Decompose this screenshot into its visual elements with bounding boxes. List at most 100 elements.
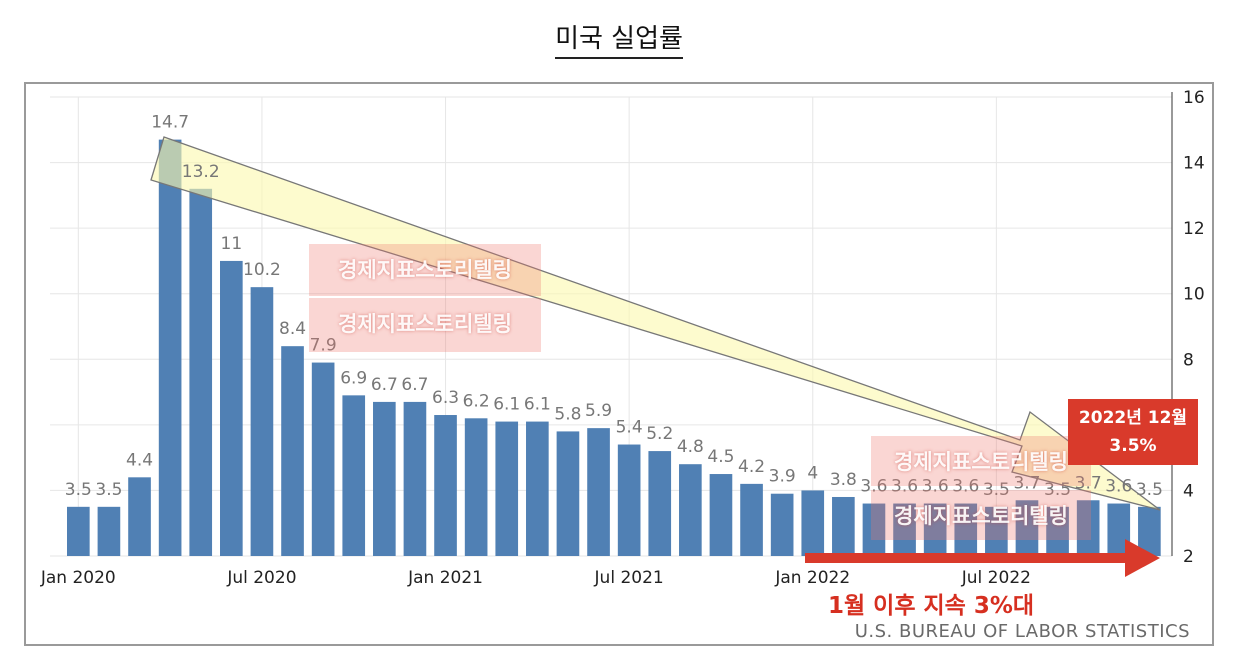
y-tick-label: 12	[1183, 219, 1205, 239]
bar	[648, 451, 672, 556]
bar-value-label: 3.6	[1105, 477, 1132, 497]
bar-value-label: 4.2	[738, 457, 765, 477]
bar-value-label: 11	[221, 234, 243, 254]
bar-value-label: 10.2	[243, 260, 281, 280]
bar-value-label: 3.6	[860, 477, 887, 497]
bar	[893, 503, 916, 556]
bar-value-label: 14.7	[151, 113, 189, 133]
x-axis: Jan 2020 Jul 2020 Jan 2021 Jul 2021 Jan 2022…	[40, 568, 1031, 588]
bar	[923, 503, 947, 556]
bar	[189, 188, 213, 557]
bar-value-label: 5.9	[585, 401, 612, 421]
y-tick-label: 16	[1183, 88, 1205, 108]
chart-title: 미국 실업률	[555, 24, 683, 59]
x-tick-label: Jul 2021	[594, 568, 664, 588]
bar	[985, 506, 1008, 556]
bar-value-label: 3.5	[983, 480, 1010, 500]
callout-date: 2022년 12월	[1078, 408, 1188, 428]
bar-value-label: 6.1	[524, 395, 551, 415]
bar	[158, 139, 182, 556]
bar-value-label: 7.9	[310, 336, 337, 356]
bar	[1015, 500, 1039, 556]
y-tick-label: 8	[1183, 350, 1194, 370]
watermark-3: 경제지표스토리텔링	[871, 436, 1091, 486]
bar	[770, 493, 794, 556]
bar-value-label: 4.4	[126, 450, 153, 470]
bar-value-label: 3.7	[1013, 473, 1040, 493]
bar-value-label: 3.6	[952, 477, 979, 497]
watermark-2: 경제지표스토리텔링	[309, 298, 541, 352]
flat-trend-arrow-head	[1125, 539, 1160, 577]
bar	[1046, 506, 1069, 556]
bar	[1076, 500, 1100, 556]
bar	[1107, 503, 1131, 556]
watermark-1: 경제지표스토리텔링	[309, 244, 541, 296]
watermark-4: 경제지표스토리텔링	[871, 490, 1091, 540]
bar	[709, 474, 733, 556]
bar	[526, 421, 549, 556]
chart-frame	[24, 82, 1214, 646]
bar-value-label: 6.2	[463, 391, 490, 411]
bar-value-label: 6.7	[401, 375, 428, 395]
bar-value-label: 3.9	[769, 467, 796, 487]
bar-value-label: 4.8	[677, 437, 704, 457]
bar	[250, 287, 274, 556]
bar-value-label: 5.4	[616, 418, 643, 438]
chart-title-wrap: 미국 실업률	[0, 18, 1238, 59]
bar	[679, 464, 702, 556]
bar	[801, 490, 825, 556]
bar-series	[67, 139, 1161, 557]
december-callout: 2022년 12월 3.5%	[1068, 399, 1198, 465]
bar	[342, 395, 366, 556]
bar	[556, 431, 580, 556]
bar-value-label: 3.5	[95, 480, 122, 500]
bar	[464, 418, 488, 556]
bar-value-label: 3.6	[891, 477, 918, 497]
bar	[97, 506, 121, 556]
bar	[434, 415, 457, 556]
source-label: U.S. BUREAU OF LABOR STATISTICS	[855, 621, 1190, 642]
bar-value-label: 6.7	[371, 375, 398, 395]
bar-value-label: 4	[807, 463, 818, 483]
bar-value-label: 4.5	[707, 447, 734, 467]
bar-value-label: 3.6	[922, 477, 949, 497]
bar	[617, 444, 641, 556]
y-tick-label: 10	[1183, 285, 1205, 305]
bar-value-label: 6.9	[340, 368, 367, 388]
bar-value-label: 8.4	[279, 319, 306, 339]
bar-value-label: 6.1	[493, 395, 520, 415]
y-axis: 246810121416	[1171, 88, 1205, 567]
bar-value-label: 3.5	[1044, 480, 1071, 500]
bar-value-label: 3.5	[1136, 480, 1163, 500]
bar-value-label: 3.8	[830, 470, 857, 490]
x-tick-label: Jul 2022	[961, 568, 1031, 588]
x-tick-label: Jul 2020	[226, 568, 296, 588]
x-tick-label: Jan 2020	[40, 568, 116, 588]
flat-trend-arrow-shaft	[805, 553, 1135, 563]
bar	[373, 401, 396, 556]
bar-value-label: 13.2	[182, 162, 220, 182]
downtrend-arrow	[150, 136, 1161, 511]
bar	[832, 496, 855, 556]
bar	[740, 483, 763, 556]
bar	[220, 260, 243, 556]
y-tick-label: 14	[1183, 154, 1205, 174]
bar	[128, 477, 151, 556]
bar	[67, 506, 90, 556]
trend-arrows	[150, 136, 1161, 577]
bar-value-label: 6.3	[432, 388, 459, 408]
bar	[281, 346, 304, 556]
bar	[311, 362, 335, 556]
bar	[403, 401, 427, 556]
x-tick-label: Jan 2021	[407, 568, 483, 588]
y-tick-label: 4	[1183, 481, 1194, 501]
bar-value-label: 3.5	[65, 480, 92, 500]
bottom-note: 1월 이후 지속 3%대	[828, 593, 1035, 619]
bar	[1138, 506, 1161, 556]
bar	[862, 503, 886, 556]
bar	[954, 503, 978, 556]
bar	[587, 428, 610, 556]
bar-value-label: 5.2	[646, 424, 673, 444]
